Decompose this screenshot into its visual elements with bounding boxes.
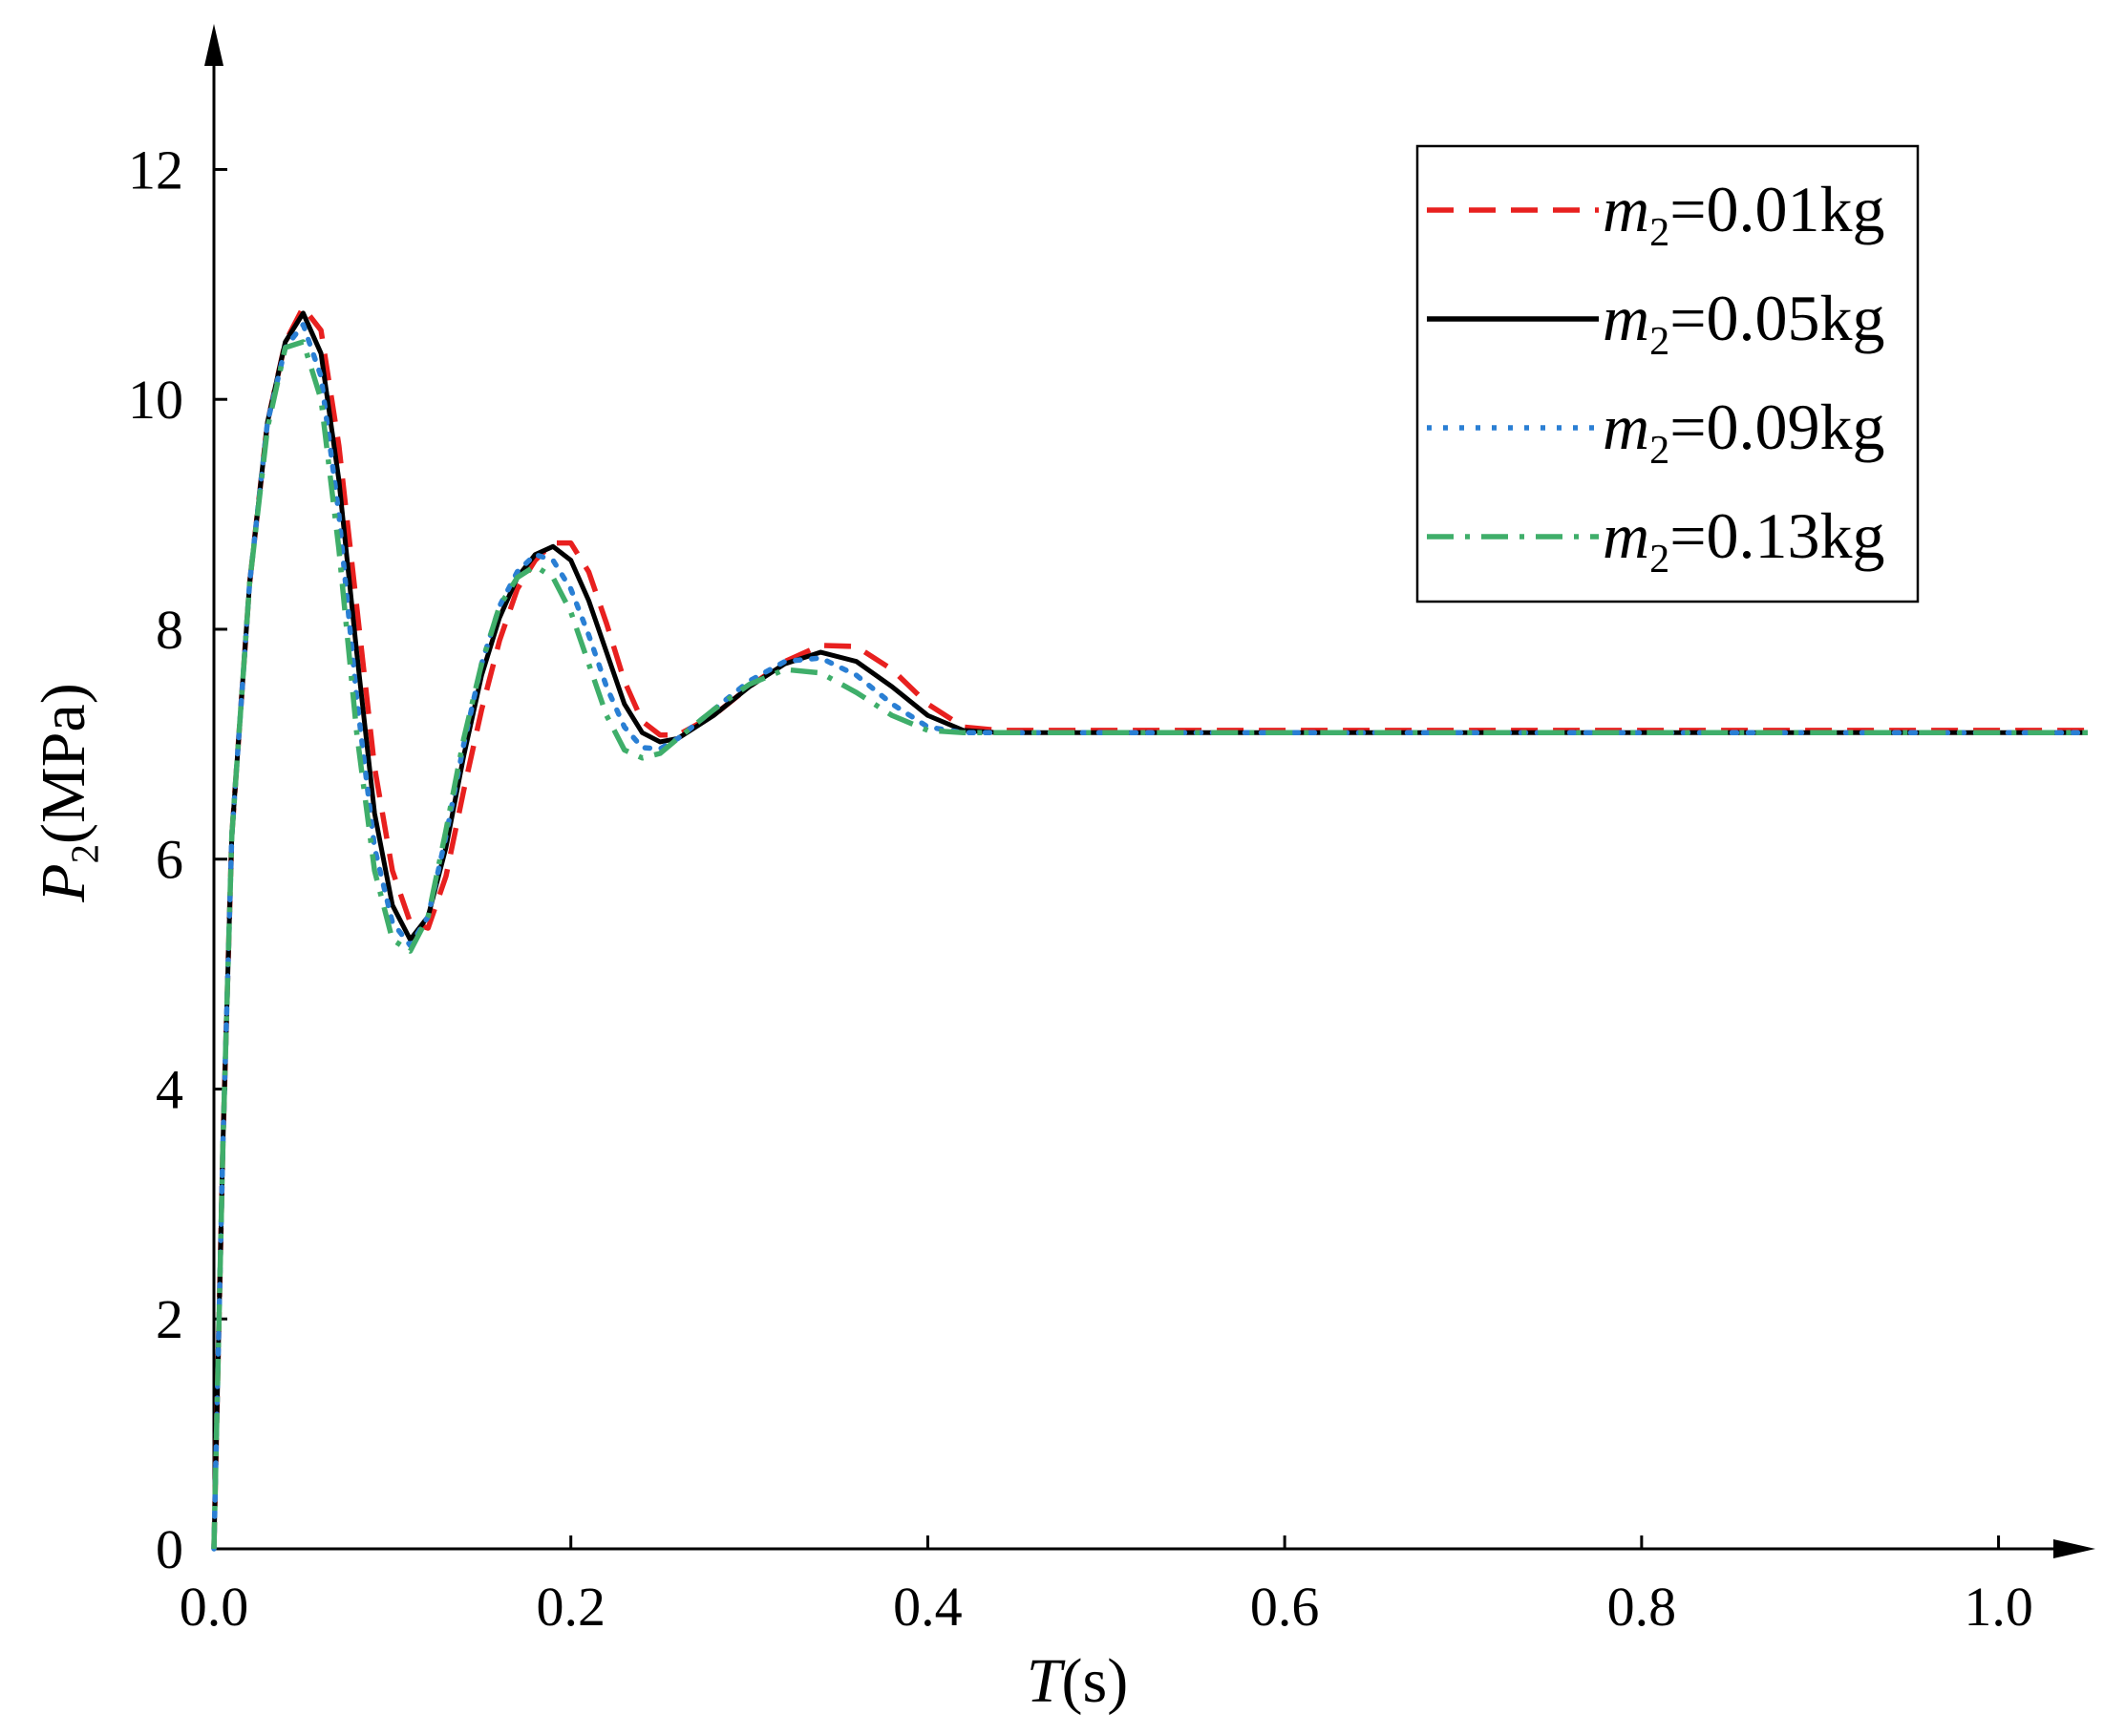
italic-part: P	[29, 863, 98, 902]
rest: =0.13kg	[1669, 499, 1884, 572]
x-tick-label: 0.8	[1607, 1576, 1677, 1638]
x-arrow	[2053, 1539, 2095, 1558]
x-tick-label: 1.0	[1964, 1576, 2033, 1638]
x-tick-label: 0.2	[536, 1576, 606, 1638]
legend-label: m2=0.09kg	[1603, 391, 1885, 473]
x-axis-label: T(s)	[1027, 1646, 1128, 1716]
italic-part: m	[1603, 282, 1649, 354]
rest: =0.01kg	[1669, 173, 1884, 245]
series-line	[211, 322, 2091, 1552]
series-line	[211, 305, 2088, 1550]
y-tick-label: 8	[156, 599, 183, 661]
legend-label: m2=0.05kg	[1603, 282, 1885, 364]
x-tick-label: 0.6	[1250, 1576, 1320, 1638]
rest: =0.09kg	[1669, 391, 1884, 463]
y-tick-label: 0	[156, 1518, 183, 1580]
y-tick-label: 10	[128, 369, 183, 431]
legend-label: m2=0.01kg	[1603, 173, 1885, 255]
italic-part: m	[1603, 391, 1649, 463]
italic-part: T	[1027, 1646, 1066, 1716]
subscript: 2	[1649, 537, 1669, 582]
x-tick-label: 0.4	[893, 1576, 963, 1638]
x-tick-label: 0.0	[180, 1576, 249, 1638]
y-arrow	[204, 24, 223, 66]
subscript: 2	[1649, 428, 1669, 473]
series-line	[211, 339, 2088, 1550]
y-tick-label: 12	[128, 138, 183, 201]
rest: =0.05kg	[1669, 282, 1884, 354]
y-tick-label: 4	[156, 1058, 183, 1120]
subscript: 2	[64, 844, 107, 863]
subscript: 2	[1649, 319, 1669, 364]
rest: (s)	[1062, 1646, 1129, 1716]
y-tick-label: 6	[156, 829, 183, 891]
rest: (MPa)	[29, 683, 98, 844]
subscript: 2	[1649, 210, 1669, 255]
italic-part: m	[1603, 499, 1649, 572]
y-axis-label: P2(MPa)	[29, 683, 107, 902]
legend-label: m2=0.13kg	[1603, 499, 1885, 582]
series-line	[211, 310, 2088, 1550]
y-tick-label: 2	[156, 1288, 183, 1350]
legend-box	[1415, 144, 1920, 603]
italic-part: m	[1603, 173, 1649, 245]
